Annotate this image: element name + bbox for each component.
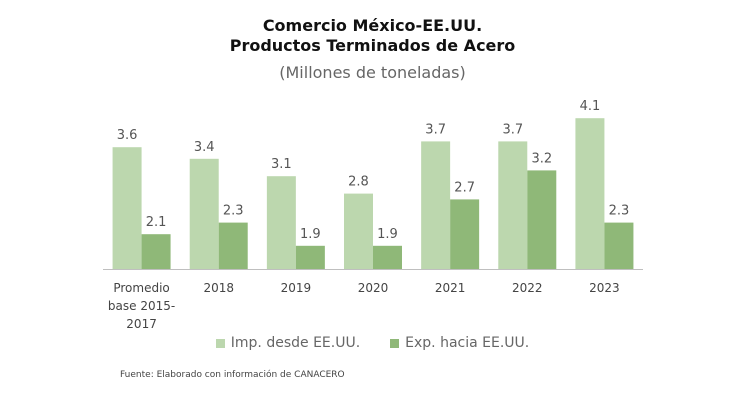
chart-title-line2: Productos Terminados de Acero xyxy=(229,36,516,55)
legend-swatch-exports xyxy=(390,338,400,348)
legend-item-exports: Exp. hacia EE.UU. xyxy=(390,335,529,351)
data-label-imports-5: 3.7 xyxy=(502,122,523,137)
data-label-exports-1: 2.3 xyxy=(223,204,244,219)
bar-imports-1 xyxy=(189,158,219,269)
x-tick-label-0: base 2015- xyxy=(108,299,175,313)
legend-item-imports: Imp. desde EE.UU. xyxy=(215,335,361,351)
x-tick-label-6: 2023 xyxy=(589,281,620,295)
x-tick-label-0: 2017 xyxy=(126,317,157,331)
x-tick-label-3: 2020 xyxy=(358,281,389,295)
bar-imports-4 xyxy=(421,141,451,269)
bar-exports-1 xyxy=(218,222,248,269)
bar-exports-3 xyxy=(373,245,402,269)
bar-imports-2 xyxy=(266,176,296,269)
x-tick-label-2: 2019 xyxy=(281,281,312,295)
bar-exports-0 xyxy=(141,234,171,269)
data-label-exports-5: 3.2 xyxy=(531,151,552,166)
x-tick-label-1: 2018 xyxy=(203,281,234,295)
data-label-exports-2: 1.9 xyxy=(300,227,321,242)
bar-imports-5 xyxy=(498,141,528,269)
x-tick-label-5: 2022 xyxy=(512,281,543,295)
data-label-imports-3: 2.8 xyxy=(348,175,369,190)
legend-label-exports: Exp. hacia EE.UU. xyxy=(405,335,530,351)
bar-imports-3 xyxy=(344,193,373,269)
data-label-exports-3: 1.9 xyxy=(377,227,398,242)
data-label-imports-2: 3.1 xyxy=(271,157,292,172)
data-label-imports-6: 4.1 xyxy=(580,99,601,114)
chart-subtitle: (Millones de toneladas) xyxy=(279,63,466,82)
bar-exports-6 xyxy=(604,222,634,269)
bar-exports-2 xyxy=(295,245,325,269)
x-tick-label-0: Promedio xyxy=(113,281,169,295)
chart-title: Comercio México-EE.UU. xyxy=(262,16,483,35)
legend-swatch-imports xyxy=(215,338,225,348)
data-label-imports-1: 3.4 xyxy=(194,140,215,155)
bar-exports-5 xyxy=(527,170,557,269)
data-label-imports-4: 3.7 xyxy=(425,122,446,137)
x-tick-label-4: 2021 xyxy=(435,281,466,295)
legend: Imp. desde EE.UU. Exp. hacia EE.UU. xyxy=(0,335,745,351)
bar-chart: 3.6 2.1 Promedio base 2015- 2017 3.4 2.3 2018 3.… xyxy=(103,99,643,331)
data-label-imports-0: 3.6 xyxy=(117,128,138,143)
legend-label-imports: Imp. desde EE.UU. xyxy=(230,335,361,351)
data-label-exports-0: 2.1 xyxy=(146,215,167,230)
data-label-exports-4: 2.7 xyxy=(454,180,475,195)
bar-imports-0 xyxy=(112,147,142,269)
bar-imports-6 xyxy=(575,118,605,269)
bar-exports-4 xyxy=(450,199,480,269)
source-note: Fuente: Elaborado con información de CAN… xyxy=(120,370,345,380)
data-label-exports-6: 2.3 xyxy=(609,204,630,219)
